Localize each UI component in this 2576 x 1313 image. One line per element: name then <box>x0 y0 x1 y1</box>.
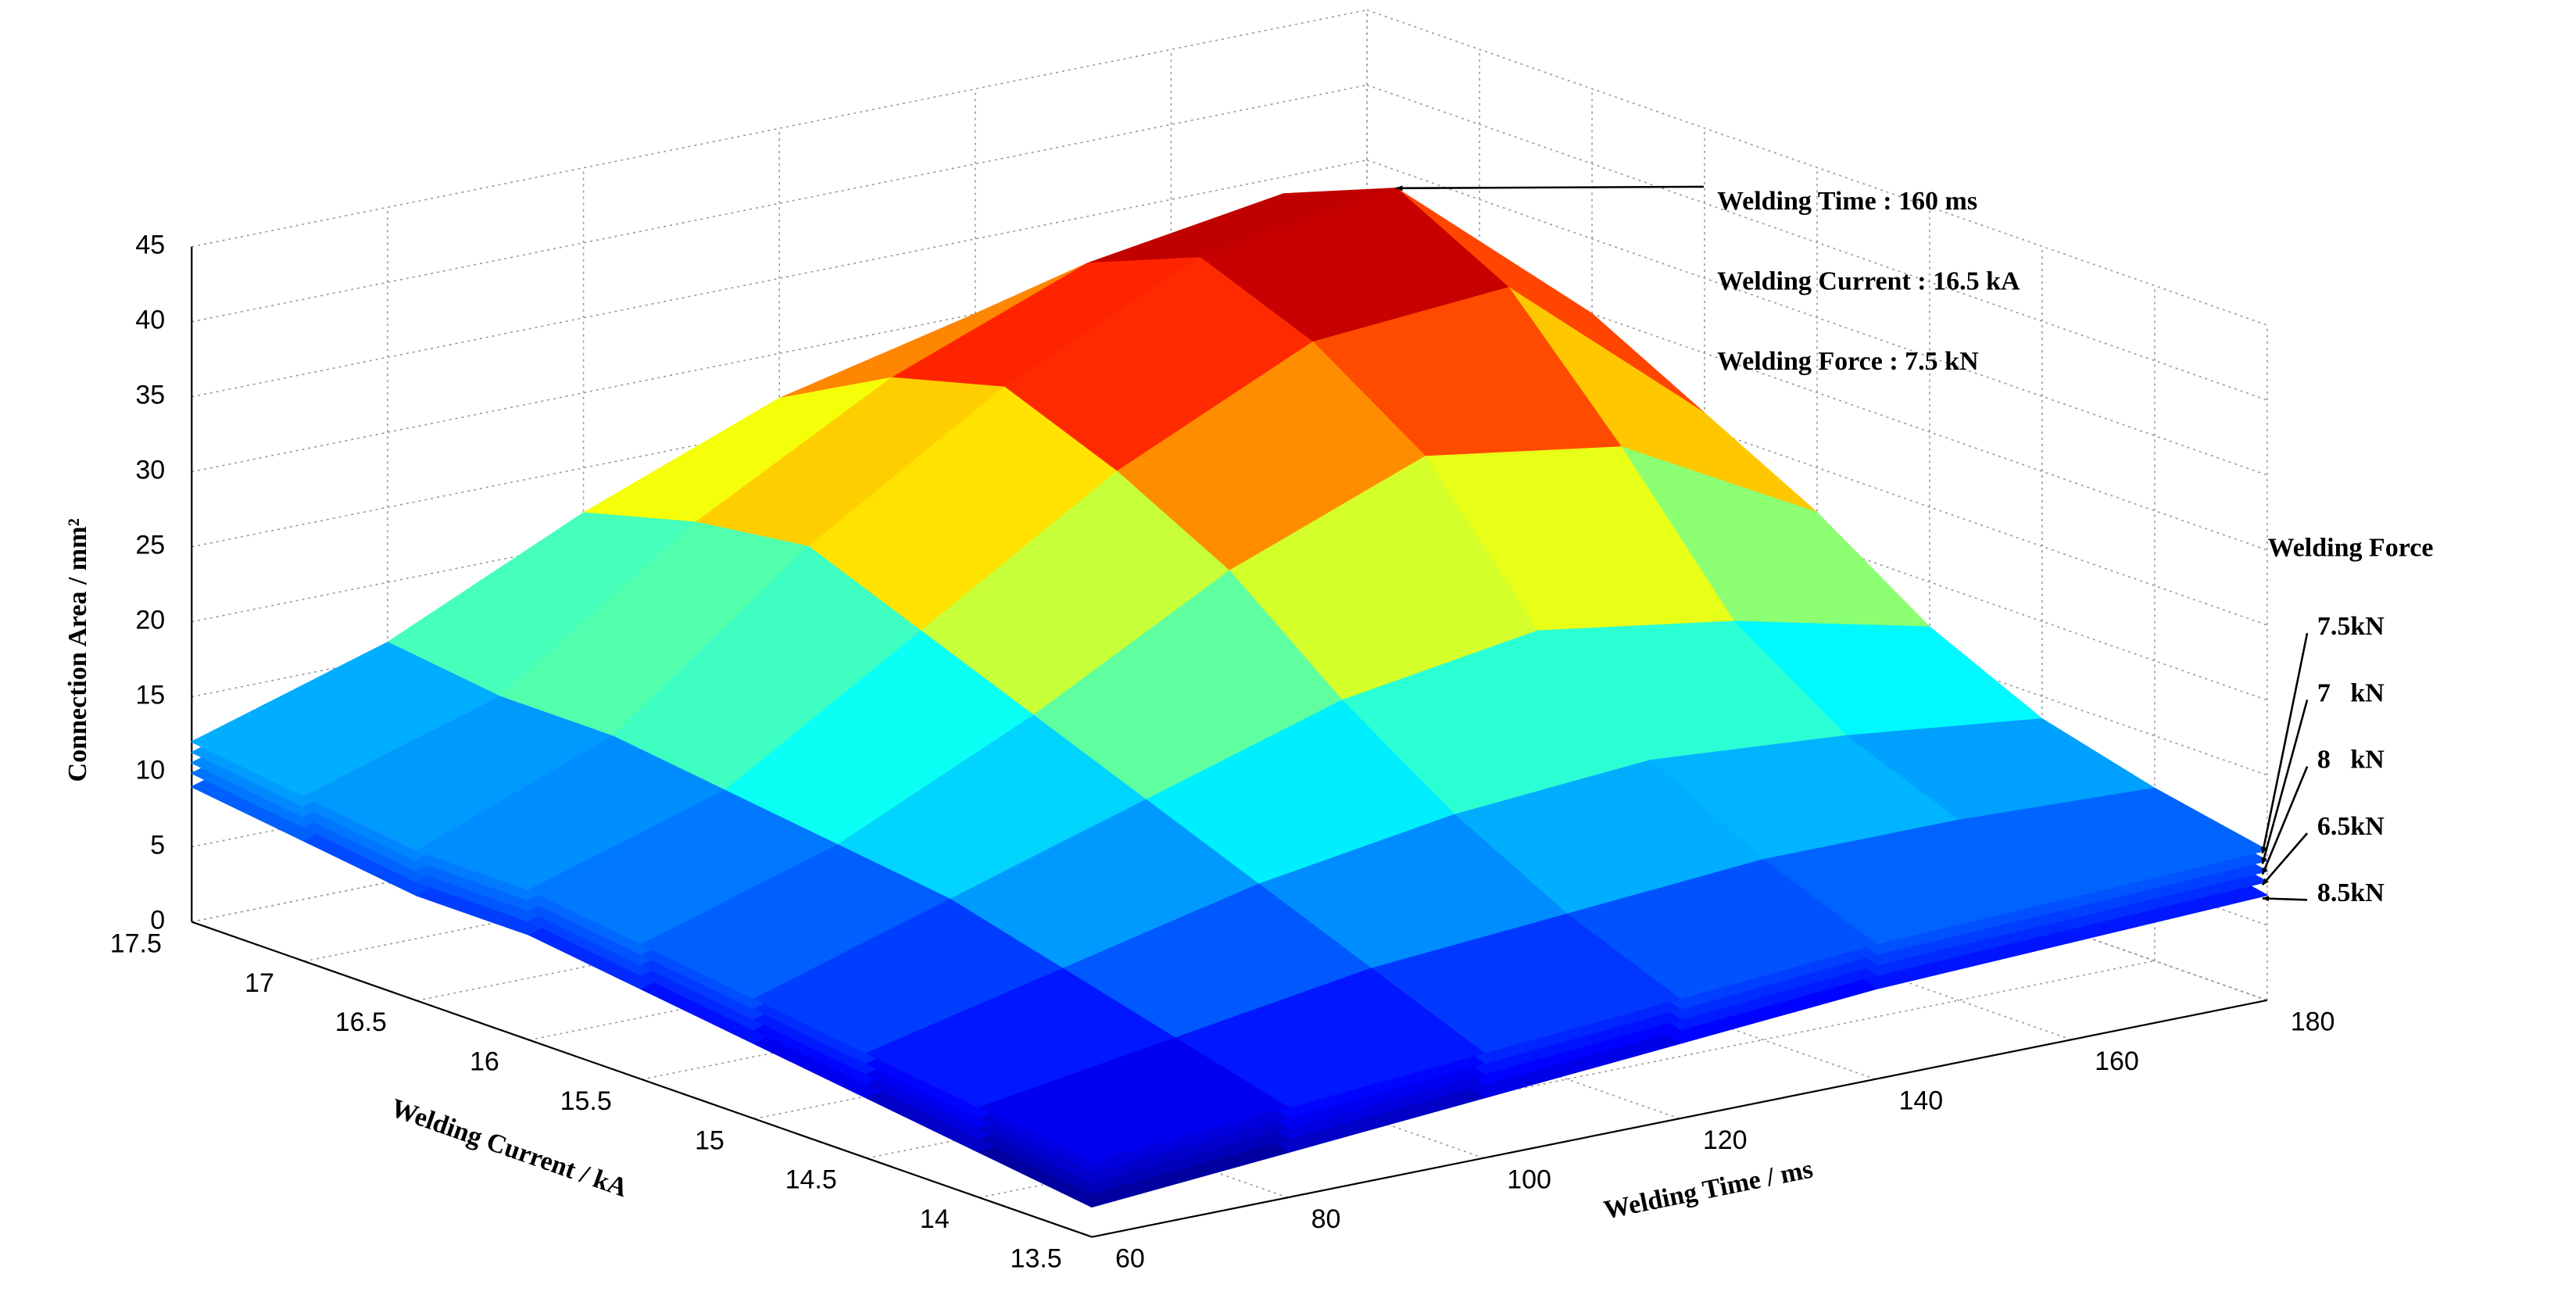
grid-line <box>1366 309 2268 626</box>
x-tick-label: 120 <box>1703 1125 1748 1155</box>
y-tick-label: 13.5 <box>1011 1244 1062 1274</box>
x-tick-label: 100 <box>1507 1165 1551 1195</box>
legend-label: 6.5kN <box>2317 812 2385 841</box>
x-axis-label: Welding Time / ms <box>1601 1154 1816 1225</box>
legend-arrow <box>2261 832 2309 885</box>
x-tick-label: 180 <box>2291 1007 2335 1037</box>
y-tick-label: 15 <box>695 1125 724 1155</box>
z-tick-label: 35 <box>135 381 165 410</box>
z-axis-label: Connection Area / mm² <box>63 518 92 782</box>
x-tick-label: 60 <box>1115 1244 1145 1274</box>
z-tick-label: 40 <box>135 306 165 335</box>
y-axis <box>191 921 1093 1238</box>
x-tick-label: 80 <box>1311 1204 1341 1234</box>
grid-line <box>1366 9 2268 326</box>
y-tick-label: 17.5 <box>110 928 162 958</box>
legend-arrow <box>2261 699 2309 865</box>
y-tick-label: 14 <box>920 1204 950 1234</box>
y-tick-label: 16.5 <box>335 1007 387 1037</box>
legend-label: 7 kN <box>2317 678 2385 707</box>
z-tick-label: 0 <box>150 906 165 936</box>
grid-line <box>1366 84 2268 401</box>
legend-label: 8.5kN <box>2317 878 2385 907</box>
legend-label: 7.5kN <box>2317 612 2385 641</box>
surface-patch <box>979 1037 1289 1163</box>
z-tick-label: 25 <box>135 531 165 560</box>
annotation: Welding Current : 16.5 kA <box>1717 267 2020 295</box>
x-tick-label: 140 <box>1898 1086 1943 1116</box>
z-tick-label: 20 <box>135 606 165 635</box>
annotation: Welding Time : 160 ms <box>1717 187 1977 216</box>
z-tick-label: 45 <box>135 231 165 260</box>
y-tick-label: 16 <box>470 1047 499 1077</box>
z-tick-label: 10 <box>135 756 165 785</box>
z-tick-label: 5 <box>150 831 165 860</box>
grid-line <box>1366 159 2268 476</box>
grid-line <box>1366 234 2268 551</box>
y-tick-label: 17 <box>245 968 274 998</box>
legend-arrow <box>2260 632 2309 854</box>
legend-arrow <box>2261 896 2308 902</box>
z-tick-label: 15 <box>135 681 165 710</box>
y-tick-label: 15.5 <box>560 1086 612 1116</box>
y-tick-label: 14.5 <box>785 1165 837 1195</box>
x-axis <box>1091 999 2268 1238</box>
annotation-arrow <box>1395 185 1704 191</box>
legend-arrow <box>2261 766 2309 875</box>
x-tick-label: 160 <box>2095 1046 2139 1076</box>
grid-line <box>191 9 1368 248</box>
legend-label: 8 kN <box>2317 746 2385 775</box>
z-tick-label: 30 <box>135 456 165 485</box>
annotation: Welding Force : 7.5 kN <box>1717 347 1979 376</box>
legend-title: Welding Force <box>2268 534 2434 563</box>
